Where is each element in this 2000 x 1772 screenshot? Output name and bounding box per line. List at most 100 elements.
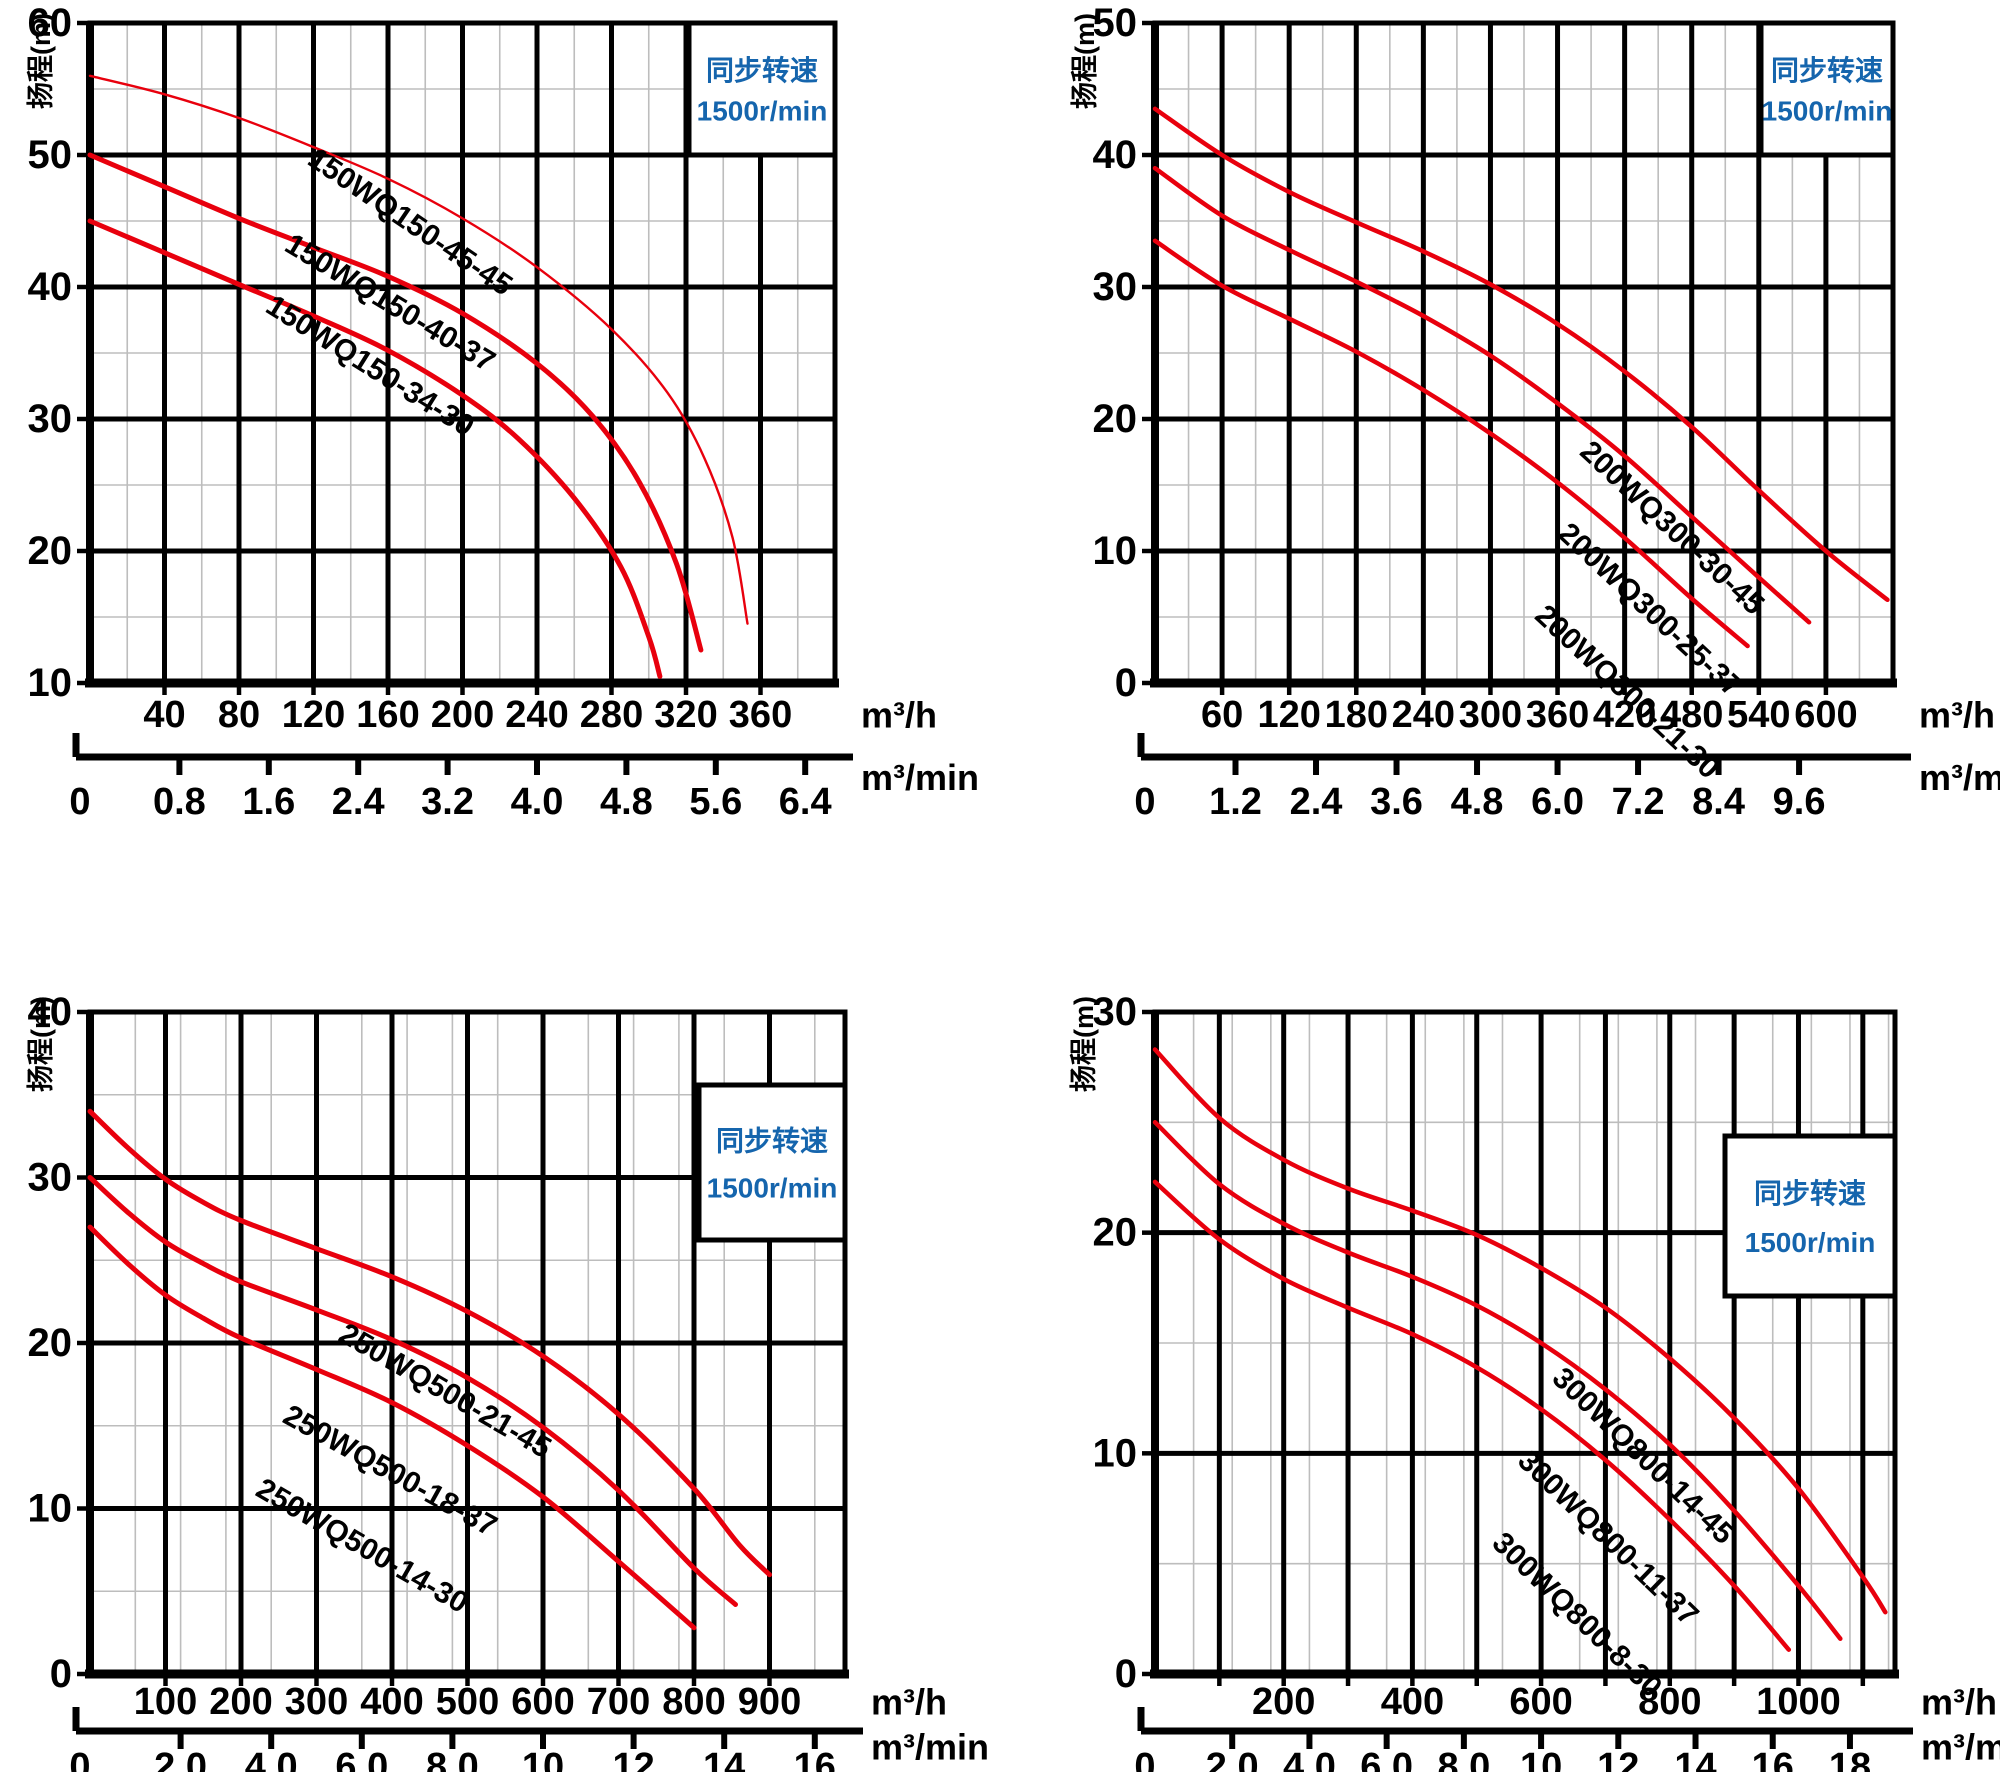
flow-hour-tick-label: 300 [1459,694,1522,736]
flow-hour-tick-label: 120 [1257,694,1320,736]
flow-hour-tick-label: 100 [134,1681,197,1723]
pump-curve-300WQ800-8-30 [1152,1179,1792,1652]
flow-min-tick-label: 0 [69,1746,90,1772]
flow-hour-tick-label: 200 [1252,1681,1315,1723]
pump-curve-150WQ150-34-30 [87,218,663,679]
sync-speed-value: 1500r/min [707,1173,838,1204]
pump-chart-top-right: 同步转速 1500r/min 200WQ300-30-45 200WQ300-25-3… [1000,0,2000,886]
flow-hour-tick-label: 40 [143,694,185,736]
y-tick-label: 0 [1115,661,1137,705]
flow-min-tick-label: 6.4 [779,781,832,823]
pump-chart-bottom-left: 同步转速 1500r/min 250WQ500-21-45 250WQ500-18-3… [0,886,1000,1772]
flow-hour-tick-label: 420 [1593,694,1656,736]
unit-label-m3min: m³/min [871,1727,989,1768]
grid-major [1142,1009,1899,1686]
flow-hour-tick-label: 480 [1660,694,1723,736]
y-tick-label: 50 [28,133,73,177]
flow-min-tick-label: 9.6 [1773,781,1826,823]
pump-curve-300WQ800-11-37 [1152,1120,1843,1641]
flow-min-tick-label: 6.0 [335,1746,388,1772]
sync-speed-value: 1500r/min [1762,95,1893,126]
flow-min-tick-label: 4.0 [1283,1746,1336,1772]
y-tick-label: 20 [1093,1211,1138,1255]
flow-hour-tick-label: 360 [729,694,792,736]
pump-chart-top-left: 同步转速 1500r/min 150WQ150-45-45 150WQ150-40-3… [0,0,1000,886]
flow-hour-tick-label: 600 [1794,694,1857,736]
chart-svg-300WQ800: 同步转速1500r/min300WQ800-14-45300WQ800-11-3… [1069,990,2000,1772]
flow-min-tick-label: 6.0 [1360,1746,1413,1772]
flow-min-tick-label: 1.2 [1209,781,1262,823]
flow-min-tick-label: 10 [1520,1746,1562,1772]
flow-hour-tick-label: 400 [1381,1681,1444,1723]
unit-label-m3h: m³/h [871,1682,947,1723]
sync-speed-label: 同步转速 [716,1125,828,1156]
flow-min-tick-label: 4.0 [245,1746,298,1772]
flow-hour-tick-label: 240 [505,694,568,736]
pump-curve-250WQ500-21-45 [87,1108,772,1578]
y-tick-label: 50 [1093,1,1138,45]
flow-hour-tick-label: 160 [356,694,419,736]
flow-min-tick-label: 7.2 [1612,781,1665,823]
y-tick-label: 10 [1093,529,1138,573]
flow-hour-tick-label: 800 [1638,1681,1701,1723]
flow-hour-tick-label: 200 [209,1681,272,1723]
flow-min-tick-label: 16 [1752,1746,1794,1772]
flow-hour-tick-label: 400 [360,1681,423,1723]
y-tick-label: 60 [28,1,73,45]
flow-hour-tick-label: 320 [654,694,717,736]
y-tick-label: 40 [28,990,73,1034]
flow-min-tick-label: 8.0 [1437,1746,1490,1772]
unit-label-m3min: m³/min [1921,1727,2000,1768]
flow-min-tick-label: 18 [1829,1746,1871,1772]
unit-label-m3h: m³/h [861,695,937,736]
flow-min-tick-label: 3.2 [421,781,474,823]
min-flow-axis: 0 2.0 4.0 6.0 8.0 10 12 14 16 m³/min [69,1707,989,1772]
y-tick-label: 30 [1093,265,1138,309]
flow-min-tick-label: 6.0 [1531,781,1584,823]
sync-speed-legend: 同步转速 1500r/min [1758,20,1896,158]
flow-hour-tick-label: 600 [511,1681,574,1723]
plot-border [87,1009,848,1677]
curve-label-200WQ300-30-45: 200WQ300-30-45 [1574,435,1771,622]
flow-min-tick-label: 8.4 [1692,781,1745,823]
min-flow-axis: 0 2.0 4.0 6.0 8.0 10 12 14 16 18 m³/min [1134,1707,2000,1772]
y-tick-label: 30 [28,397,73,441]
sync-speed-legend: 同步转速 1500r/min [696,1082,848,1243]
sync-speed-legend-box [1758,20,1896,158]
flow-hour-tick-label: 280 [580,694,643,736]
flow-min-tick-label: 12 [1597,1746,1639,1772]
flow-min-tick-label: 12 [612,1746,654,1772]
plot-border [87,20,838,686]
pump-curve-300WQ800-14-45 [1152,1047,1888,1615]
y-axis-title: 扬程(m) [1070,13,1100,109]
y-tick-label: 40 [1093,133,1138,177]
sync-speed-value: 1500r/min [697,95,828,126]
flow-min-tick-label: 10 [522,1746,564,1772]
flow-hour-tick-label: 200 [431,694,494,736]
y-tick-label: 0 [50,1652,72,1696]
pump-curve-150WQ150-40-37 [87,152,704,653]
y-tick-label: 40 [28,265,73,309]
flow-hour-tick-label: 900 [738,1681,801,1723]
flow-hour-tick-label: 540 [1727,694,1790,736]
sync-speed-legend-box [686,20,838,158]
pump-chart-bottom-right: 同步转速 1500r/min 300WQ800-14-45 300WQ800-11-3… [1000,886,2000,1772]
flow-min-tick-label: 5.6 [689,781,742,823]
grid-minor [1155,1012,1895,1674]
unit-label-m3min: m³/min [1919,757,2000,798]
y-axis-title: 扬程(m) [1069,996,1099,1092]
flow-min-tick-label: 14 [703,1746,745,1772]
flow-hour-tick-label: 80 [218,694,260,736]
flow-min-tick-label: 2.0 [1206,1746,1259,1772]
flow-hour-tick-label: 700 [587,1681,650,1723]
sync-speed-legend: 同步转速 1500r/min [1722,1133,1898,1299]
y-tick-label: 20 [28,1321,73,1365]
y-tick-label: 20 [1093,397,1138,441]
pump-curve-200WQ300-25-37 [1152,165,1812,625]
flow-hour-tick-label: 360 [1526,694,1589,736]
sync-speed-label: 同步转速 [1771,55,1883,86]
plot-border [1152,20,1896,686]
sync-speed-legend: 同步转速 1500r/min [686,20,838,158]
y-tick-label: 10 [1093,1431,1138,1475]
